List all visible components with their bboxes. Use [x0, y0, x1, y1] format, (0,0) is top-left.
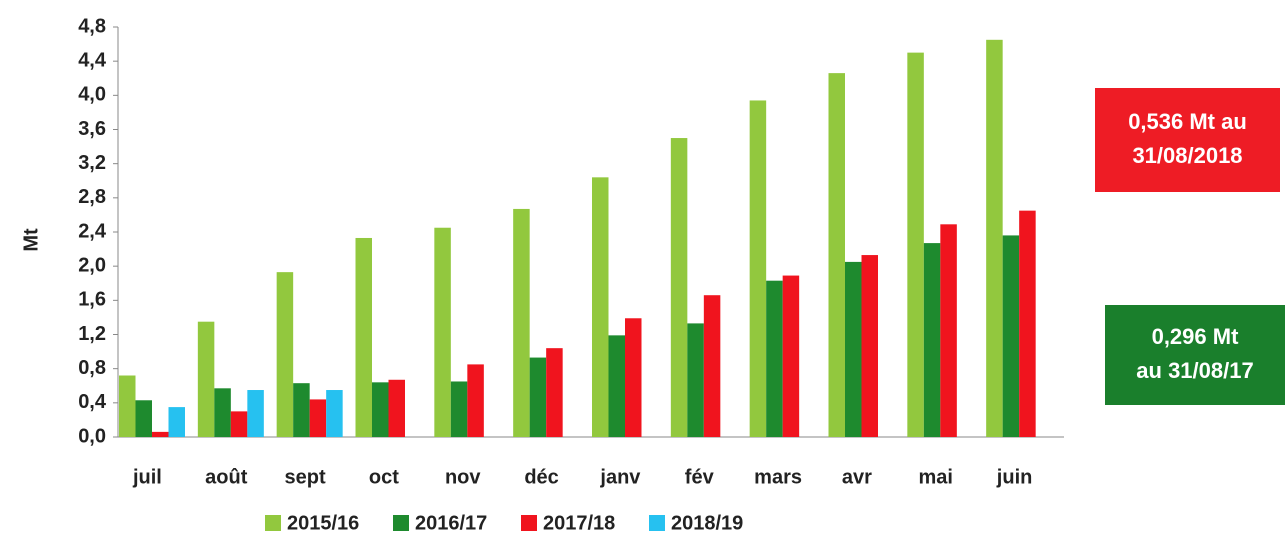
bar: [608, 335, 625, 437]
bar: [513, 208, 530, 437]
annotation-text: 31/08/2018: [1132, 143, 1242, 168]
bar: [135, 400, 152, 437]
x-tick-label: fév: [685, 466, 715, 488]
bar: [687, 323, 704, 437]
y-tick-label: 1,6: [78, 289, 106, 311]
bar: [845, 261, 862, 437]
bar: [355, 237, 372, 437]
x-tick-label: mai: [919, 466, 953, 488]
bar: [529, 357, 547, 437]
legend-swatch: [393, 515, 409, 531]
y-tick-label: 2,8: [78, 186, 106, 208]
legend-swatch: [265, 515, 281, 531]
bar: [703, 295, 721, 437]
legend-swatch: [649, 515, 665, 531]
bar: [986, 39, 1003, 437]
bar: [293, 383, 310, 437]
y-tick-label: 2,4: [78, 220, 107, 242]
bar: [1019, 210, 1036, 437]
y-tick-label: 0,4: [78, 391, 107, 413]
bar: [388, 379, 405, 437]
legend-label: 2018/19: [671, 512, 743, 534]
bar: [276, 272, 294, 437]
y-tick-label: 0,8: [78, 357, 106, 379]
y-tick-label: 1,2: [78, 323, 106, 345]
bar: [828, 73, 845, 437]
bar: [467, 364, 484, 437]
x-tick-label: nov: [445, 466, 481, 488]
x-tick-label: juin: [996, 466, 1033, 488]
annotation-text: au 31/08/17: [1136, 358, 1253, 383]
bar: [230, 411, 248, 437]
y-tick-label: 3,6: [78, 118, 106, 140]
bar: [923, 243, 941, 437]
bar: [940, 224, 957, 437]
y-tick-label: 2,0: [78, 254, 106, 276]
bar: [782, 275, 800, 437]
x-tick-label: déc: [524, 466, 558, 488]
annotation-text: 0,296 Mt: [1152, 324, 1239, 349]
bar: [326, 390, 343, 437]
bar: [546, 348, 563, 437]
legend-swatch: [521, 515, 537, 531]
bar: [749, 100, 767, 437]
bar: [247, 390, 264, 437]
legend-label: 2016/17: [415, 512, 487, 534]
y-tick-label: 4,0: [78, 84, 106, 106]
annotation-box: [1095, 88, 1280, 192]
annotation-text: 0,536 Mt au: [1128, 109, 1247, 134]
bar: [197, 321, 215, 437]
bar: [1002, 235, 1020, 437]
bar: [625, 318, 642, 437]
bar: [168, 407, 185, 437]
x-tick-label: sept: [285, 466, 326, 488]
x-tick-label: juil: [132, 466, 162, 488]
annotation-box: [1105, 305, 1285, 405]
x-tick-label: mars: [754, 466, 802, 488]
bar: [592, 177, 609, 438]
y-tick-label: 0,0: [78, 425, 106, 447]
bar: [152, 431, 169, 437]
bar: [309, 399, 327, 437]
y-tick-label: 3,2: [78, 152, 106, 174]
bar: [214, 388, 231, 437]
bar: [119, 375, 136, 437]
bar: [861, 255, 878, 437]
bar: [372, 382, 389, 437]
x-tick-label: oct: [369, 466, 399, 488]
x-tick-label: août: [205, 466, 248, 488]
x-tick-label: avr: [842, 466, 872, 488]
bar: [766, 280, 783, 437]
x-tick-label: janv: [599, 466, 641, 488]
bar: [670, 138, 688, 437]
bar: [907, 52, 924, 437]
legend-label: 2015/16: [287, 512, 359, 534]
y-tick-label: 4,8: [78, 15, 106, 37]
bar: [434, 227, 451, 437]
y-tick-label: 4,4: [78, 49, 107, 71]
bar: [450, 381, 468, 437]
legend-label: 2017/18: [543, 512, 615, 534]
y-axis-label: Mt: [20, 228, 42, 252]
